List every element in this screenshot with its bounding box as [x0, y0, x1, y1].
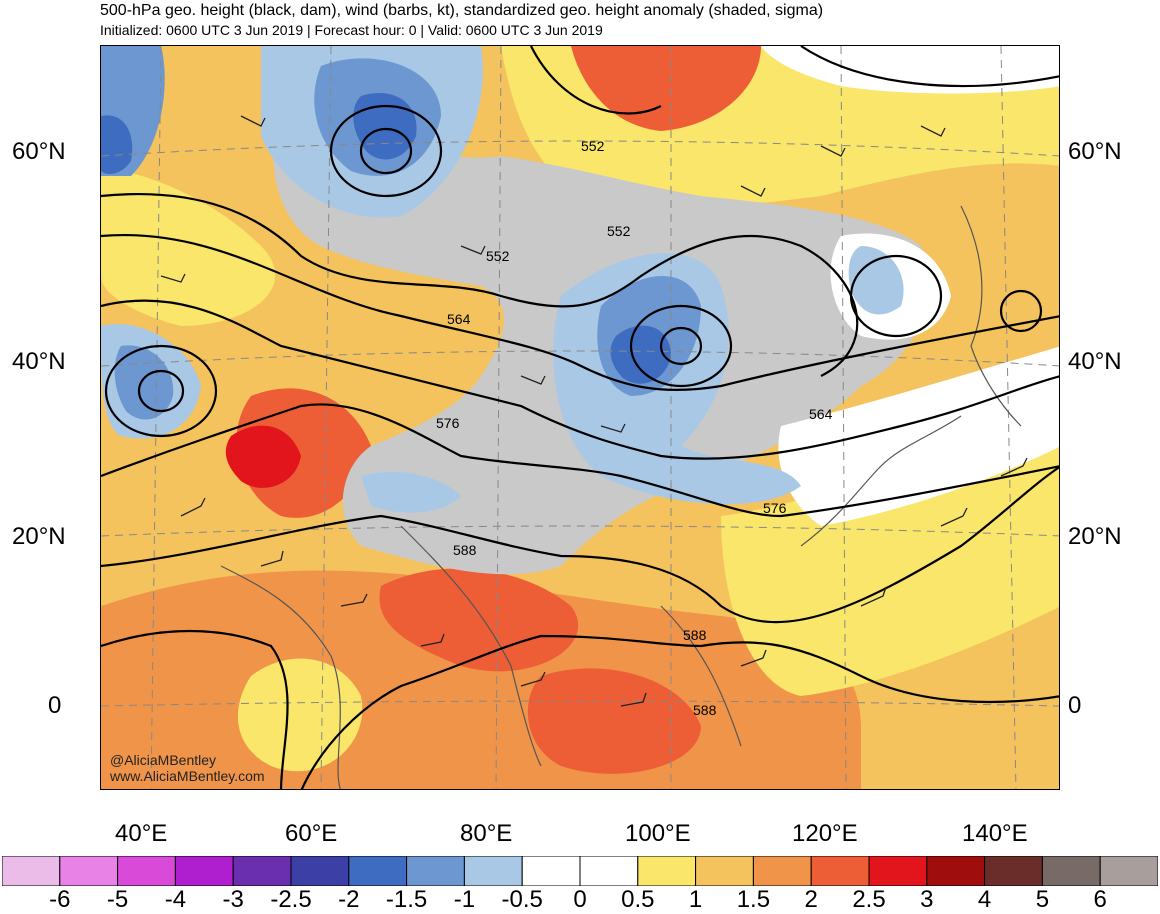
colorbar-swatch — [117, 856, 176, 886]
colorbar-swatch — [984, 856, 1043, 886]
lon-label-100e: 100°E — [625, 820, 691, 847]
anomaly-shading-yellow-europe — [101, 166, 276, 326]
coastlines — [220, 205, 1022, 789]
colorbar-tick-label: -2 — [338, 886, 360, 913]
height-contours — [101, 46, 1059, 789]
lat-label-20n-left: 20°N — [12, 523, 66, 550]
anomaly-shading-2sigma-arabian — [379, 568, 579, 672]
contour-label: 588 — [453, 542, 477, 558]
lon-label-140e: 140°E — [962, 820, 1028, 847]
anomaly-shading-1p5sigma-mongolia — [610, 325, 671, 384]
colorbar-swatch — [290, 856, 350, 886]
colorbar-tick-label: 2.5 — [852, 886, 886, 913]
colorbar-swatch — [348, 856, 408, 886]
colorbar-tick-label: 0 — [573, 886, 587, 913]
contour-label: 564 — [447, 311, 471, 327]
anomaly-shading-blue-tibet — [361, 472, 461, 513]
colorbar-swatch — [174, 856, 234, 886]
contour-label: 552 — [581, 138, 605, 154]
weather-map[interactable]: 552 552 552 564 564 576 576 588 588 588 — [100, 45, 1060, 790]
wind-barbs — [160, 115, 1028, 707]
colorbar-swatch — [926, 856, 986, 886]
lon-label-40e: 40°E — [115, 820, 168, 847]
lon-label-80e: 80°E — [460, 820, 513, 847]
anomaly-shading-neutral-arctic — [761, 46, 1059, 94]
colorbar-swatch — [521, 856, 581, 886]
contour-label: 576 — [436, 415, 460, 431]
colorbar-tick-label: -1 — [453, 886, 476, 913]
credit-site: www.AliciaMBentley.com — [110, 768, 265, 784]
lat-label-eq-right: 0 — [1068, 692, 1082, 719]
colorbar-swatch — [232, 856, 292, 886]
anomaly-shading-2sigma-bay — [527, 668, 701, 774]
colorbar-tick-label: 3 — [920, 886, 934, 913]
anomaly-shading-blue-korea — [848, 246, 904, 315]
colorbar-swatch — [810, 856, 870, 886]
colorbar-tick-label: -0.5 — [501, 886, 543, 913]
contour-label: 588 — [693, 702, 717, 718]
credit-handle: @AliciaMBentley — [110, 752, 217, 768]
lat-label-20n-right: 20°N — [1068, 523, 1122, 550]
colorbar-tick-label: -1.5 — [385, 886, 428, 913]
contour-labels: 552 552 552 564 564 576 576 588 588 588 — [436, 138, 833, 718]
colorbar-tick-label: -3 — [222, 886, 244, 913]
colorbar-swatch — [1099, 856, 1158, 886]
anomaly-shading-yellow-pacific — [721, 426, 1059, 696]
graticule — [101, 46, 1059, 789]
colorbar-tick-label: 4 — [977, 886, 992, 913]
anomaly-shading-2p5sigma-mideast — [225, 425, 301, 488]
lat-label-40n-left: 40°N — [12, 348, 66, 375]
colorbar-swatch — [752, 856, 812, 886]
colorbar-tick-label: 5 — [1035, 886, 1050, 913]
lat-label-40n-right: 40°N — [1068, 348, 1122, 375]
lat-label-60n-right: 60°N — [1068, 138, 1122, 165]
lon-label-60e: 60°E — [285, 820, 338, 847]
anomaly-shading-neutral-japan — [778, 346, 1059, 526]
colorbar-tick-label: 0.5 — [621, 886, 655, 913]
colorbar-swatch — [868, 856, 928, 886]
contour-label: 552 — [607, 223, 631, 239]
colorbar-swatch — [463, 856, 523, 886]
colorbar-swatch — [406, 856, 465, 886]
colorbar-tick-label: -2.5 — [270, 886, 312, 913]
anomaly-shading-2sigma-siberia — [571, 46, 761, 131]
colorbar-tick-label: -4 — [164, 886, 187, 913]
colorbar-tick-label: 6 — [1093, 886, 1107, 913]
figure-subtitle: Initialized: 0600 UTC 3 Jun 2019 | Forec… — [100, 22, 603, 38]
colorbar — [2, 856, 1158, 886]
colorbar-tick-label: -5 — [106, 886, 129, 913]
lon-label-120e: 120°E — [792, 820, 858, 847]
anomaly-shading-1p5sigma-scandinavia — [101, 115, 133, 174]
colorbar-swatch — [2, 856, 61, 886]
colorbar-tick-label: 1.5 — [736, 886, 771, 913]
lat-label-eq-left: 0 — [48, 692, 62, 719]
contour-label: 564 — [809, 406, 833, 422]
colorbar-swatch — [637, 856, 697, 886]
colorbar-swatch — [695, 856, 754, 886]
colorbar-tick-label: 2 — [804, 886, 818, 913]
figure-title: 500-hPa geo. height (black, dam), wind (… — [100, 2, 824, 19]
colorbar-swatch — [579, 856, 639, 886]
colorbar-tick-label: -6 — [49, 886, 71, 913]
colorbar-swatch — [1041, 856, 1101, 886]
contour-label: 552 — [486, 248, 510, 264]
contour-label: 588 — [683, 627, 707, 643]
colorbar-swatch — [59, 856, 119, 886]
colorbar-tick-label: 1 — [688, 886, 703, 913]
lat-label-60n-left: 60°N — [12, 138, 66, 165]
contour-label: 576 — [763, 500, 787, 516]
map-canvas: 552 552 552 564 564 576 576 588 588 588 — [101, 46, 1059, 789]
